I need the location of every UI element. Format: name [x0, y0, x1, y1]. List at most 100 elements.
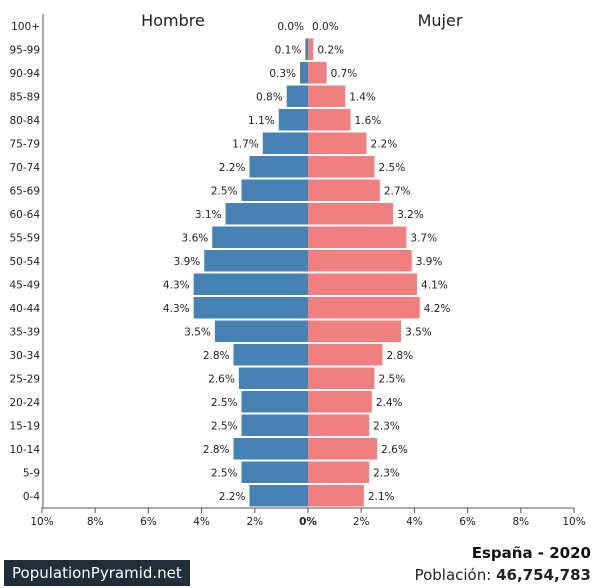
male-bar [204, 250, 308, 272]
male-value-label: 2.5% [211, 467, 238, 479]
x-tick-label: 0% [299, 516, 317, 528]
male-bar [242, 180, 309, 202]
female-bar [308, 462, 369, 484]
female-bar [308, 368, 375, 390]
age-group-label: 90-94 [9, 68, 40, 80]
female-value-label: 2.8% [386, 350, 413, 362]
female-value-label: 1.4% [349, 91, 376, 103]
age-group-label: 5-9 [23, 467, 40, 479]
x-tick-label: 4% [406, 516, 423, 528]
female-value-label: 3.7% [410, 232, 437, 244]
male-value-label: 2.5% [211, 420, 238, 432]
male-bar [215, 321, 308, 343]
age-group-label: 65-69 [9, 185, 40, 197]
female-value-label: 0.2% [317, 44, 344, 56]
male-bar [226, 203, 308, 225]
female-bar [308, 415, 369, 437]
age-group-label: 80-84 [9, 115, 40, 127]
country-year-title: España - 2020 [472, 544, 591, 562]
age-group-label: 20-24 [9, 397, 40, 409]
brand-logo[interactable]: PopulationPyramid.net [4, 560, 190, 586]
male-bar [249, 156, 308, 178]
female-value-label: 2.4% [376, 397, 403, 409]
age-group-label: 75-79 [9, 138, 40, 150]
male-bar [212, 227, 308, 249]
female-series-label: Mujer [418, 11, 463, 30]
female-bar [308, 203, 393, 225]
female-value-label: 3.5% [405, 326, 432, 338]
female-value-label: 2.5% [379, 162, 406, 174]
male-value-label: 0.0% [277, 21, 304, 33]
age-group-label: 95-99 [9, 44, 40, 56]
male-bar [242, 415, 309, 437]
male-bar [305, 39, 308, 61]
female-value-label: 2.6% [381, 444, 408, 456]
male-value-label: 2.8% [203, 444, 230, 456]
male-series-label: Hombre [141, 11, 205, 30]
female-bar [308, 485, 364, 507]
male-value-label: 2.5% [211, 185, 238, 197]
x-tick-label: 6% [140, 516, 157, 528]
female-value-label: 2.5% [379, 373, 406, 385]
age-group-label: 15-19 [9, 420, 40, 432]
female-bar [308, 180, 380, 202]
female-bar [308, 133, 367, 155]
male-value-label: 3.1% [195, 209, 222, 221]
age-group-label: 60-64 [9, 209, 40, 221]
x-tick-label: 10% [562, 516, 585, 528]
male-bar [234, 344, 308, 366]
male-bar [234, 438, 308, 460]
age-group-label: 35-39 [9, 326, 40, 338]
male-bar [194, 297, 308, 319]
age-group-label: 30-34 [9, 350, 40, 362]
female-bar [308, 438, 377, 460]
female-value-label: 2.7% [384, 185, 411, 197]
male-value-label: 4.3% [163, 303, 190, 315]
female-bar [308, 62, 327, 84]
male-value-label: 2.6% [208, 373, 235, 385]
age-group-label: 100+ [11, 21, 40, 33]
male-value-label: 2.8% [203, 350, 230, 362]
female-bar [308, 250, 412, 272]
age-group-label: 85-89 [9, 91, 40, 103]
female-value-label: 3.9% [416, 256, 443, 268]
male-value-label: 0.1% [275, 44, 302, 56]
male-bar [300, 62, 308, 84]
female-bar [308, 227, 406, 249]
population-label: Población: [415, 566, 492, 584]
male-value-label: 2.5% [211, 397, 238, 409]
male-value-label: 3.5% [184, 326, 211, 338]
male-bar [249, 485, 308, 507]
female-value-label: 4.1% [421, 279, 448, 291]
male-value-label: 2.2% [219, 491, 246, 503]
male-value-label: 0.8% [256, 91, 283, 103]
female-value-label: 1.6% [355, 115, 382, 127]
female-value-label: 0.7% [331, 68, 358, 80]
age-group-label: 45-49 [9, 279, 40, 291]
female-bar [308, 86, 345, 108]
female-bar [308, 39, 313, 61]
x-tick-label: 8% [87, 516, 104, 528]
male-value-label: 3.9% [174, 256, 201, 268]
male-value-label: 4.3% [163, 279, 190, 291]
x-tick-label: 2% [353, 516, 370, 528]
male-value-label: 0.3% [269, 68, 296, 80]
age-group-label: 50-54 [9, 256, 40, 268]
male-value-label: 1.7% [232, 138, 259, 150]
female-value-label: 2.1% [368, 491, 395, 503]
male-bar [263, 133, 308, 155]
female-value-label: 2.3% [373, 467, 400, 479]
age-group-label: 10-14 [9, 444, 40, 456]
female-bar [308, 297, 420, 319]
x-tick-label: 2% [246, 516, 263, 528]
female-value-label: 2.2% [371, 138, 398, 150]
female-value-label: 4.2% [424, 303, 451, 315]
age-group-label: 55-59 [9, 232, 40, 244]
male-value-label: 2.2% [219, 162, 246, 174]
female-value-label: 2.3% [373, 420, 400, 432]
female-bar [308, 391, 372, 413]
x-tick-label: 4% [193, 516, 210, 528]
female-bar [308, 274, 417, 296]
age-group-label: 70-74 [9, 162, 40, 174]
population-line: Población: 46,754,783 [415, 566, 591, 584]
